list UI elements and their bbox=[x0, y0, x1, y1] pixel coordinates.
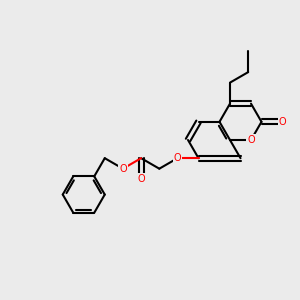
Text: O: O bbox=[174, 153, 181, 163]
Text: O: O bbox=[279, 117, 286, 127]
Text: O: O bbox=[119, 164, 127, 174]
Text: O: O bbox=[247, 135, 255, 145]
Text: O: O bbox=[137, 174, 145, 184]
